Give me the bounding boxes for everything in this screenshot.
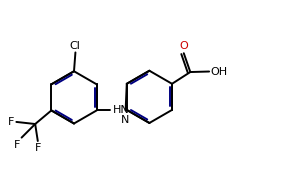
Text: HN: HN: [113, 105, 130, 115]
Text: F: F: [35, 143, 41, 153]
Text: O: O: [179, 41, 188, 51]
Text: N: N: [121, 115, 130, 125]
Text: F: F: [8, 117, 14, 127]
Text: F: F: [14, 139, 20, 150]
Text: OH: OH: [211, 66, 228, 77]
Text: Cl: Cl: [70, 41, 80, 51]
